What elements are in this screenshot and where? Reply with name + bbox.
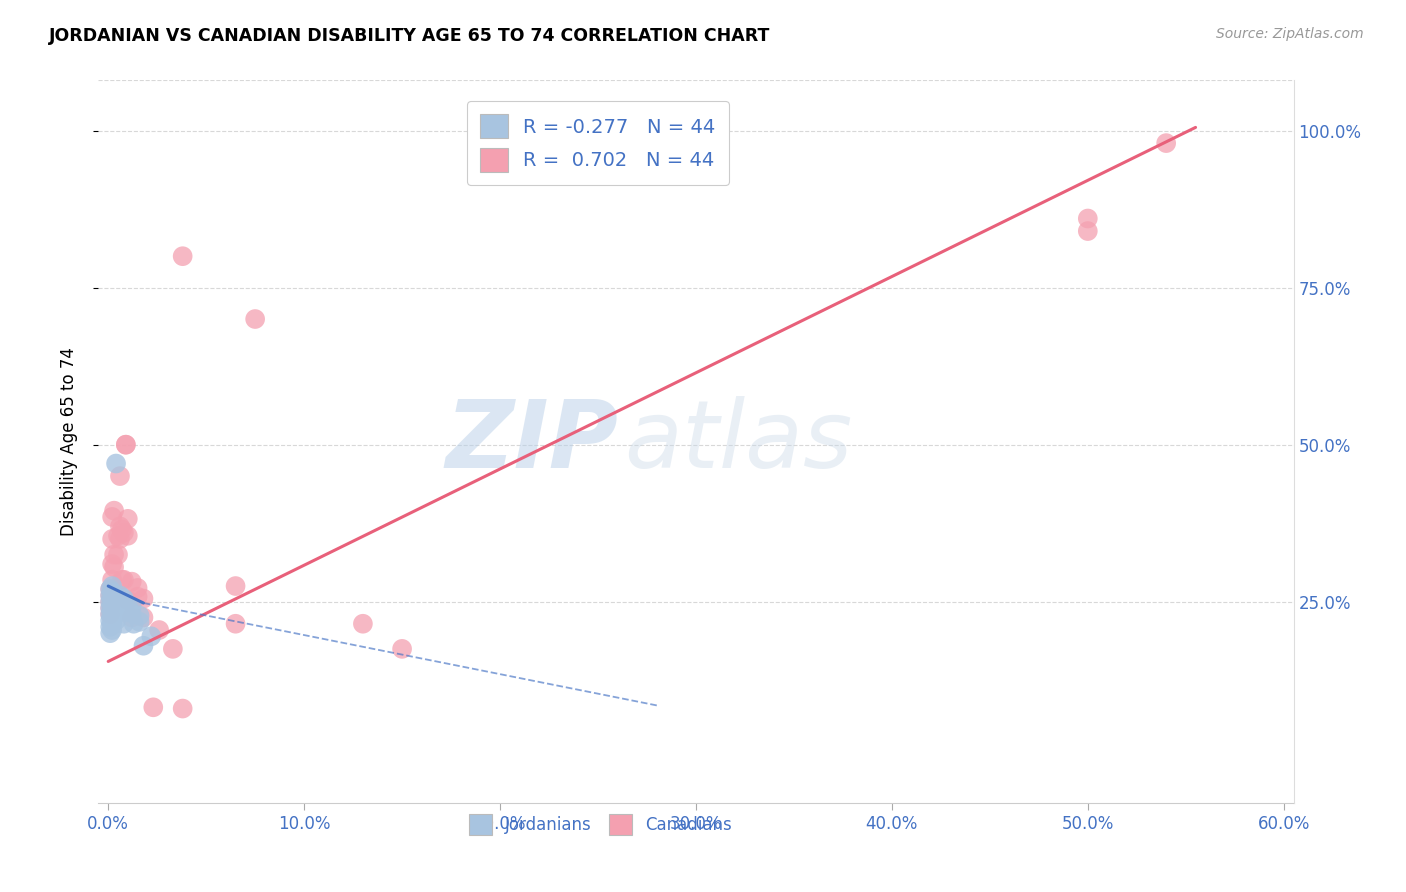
Point xyxy=(1154,136,1177,150)
Point xyxy=(98,601,121,615)
Point xyxy=(105,457,128,471)
Point xyxy=(108,596,131,610)
Point xyxy=(101,579,124,593)
Point xyxy=(243,312,266,326)
Point xyxy=(115,438,138,452)
Point xyxy=(103,548,125,562)
Point xyxy=(103,503,125,517)
Point xyxy=(115,438,138,452)
Point xyxy=(112,598,135,612)
Point xyxy=(108,589,131,603)
Point xyxy=(122,616,145,631)
Point xyxy=(103,589,125,603)
Text: JORDANIAN VS CANADIAN DISABILITY AGE 65 TO 74 CORRELATION CHART: JORDANIAN VS CANADIAN DISABILITY AGE 65 … xyxy=(49,27,770,45)
Point xyxy=(98,595,121,609)
Point xyxy=(111,573,134,587)
Point xyxy=(391,641,413,656)
Point xyxy=(103,560,125,574)
Point xyxy=(101,532,124,546)
Point xyxy=(101,585,124,599)
Point xyxy=(121,599,143,614)
Point xyxy=(121,610,143,624)
Point xyxy=(101,510,124,524)
Point xyxy=(117,512,139,526)
Point xyxy=(111,523,134,537)
Point xyxy=(98,607,121,622)
Point xyxy=(101,623,124,637)
Point xyxy=(98,582,121,597)
Point xyxy=(141,629,163,643)
Point xyxy=(108,469,131,483)
Text: ZIP: ZIP xyxy=(446,395,619,488)
Point xyxy=(98,589,121,603)
Point xyxy=(101,591,124,606)
Point xyxy=(101,610,124,624)
Point xyxy=(103,608,125,623)
Legend: Jordanians, Canadians: Jordanians, Canadians xyxy=(463,808,738,841)
Point xyxy=(127,590,149,604)
Point xyxy=(148,623,170,637)
Point xyxy=(107,589,129,603)
Point xyxy=(108,602,131,616)
Point xyxy=(112,525,135,540)
Point xyxy=(112,591,135,606)
Point xyxy=(121,606,143,620)
Point xyxy=(101,616,124,631)
Point xyxy=(1077,224,1099,238)
Point xyxy=(172,249,194,263)
Point xyxy=(107,599,129,614)
Point xyxy=(128,615,150,629)
Point xyxy=(105,591,128,606)
Point xyxy=(101,557,124,571)
Point xyxy=(98,626,121,640)
Point xyxy=(117,593,139,607)
Point xyxy=(132,591,155,606)
Point xyxy=(142,700,165,714)
Point xyxy=(98,614,121,628)
Point xyxy=(225,616,247,631)
Point xyxy=(107,593,129,607)
Point xyxy=(101,604,124,618)
Point xyxy=(105,614,128,628)
Point xyxy=(98,595,121,609)
Point xyxy=(127,581,149,595)
Point xyxy=(98,582,121,597)
Point xyxy=(105,604,128,618)
Point xyxy=(101,598,124,612)
Y-axis label: Disability Age 65 to 74: Disability Age 65 to 74 xyxy=(59,347,77,536)
Point xyxy=(225,579,247,593)
Point xyxy=(112,616,135,631)
Point xyxy=(162,641,184,656)
Point xyxy=(107,606,129,620)
Point xyxy=(121,574,143,589)
Point xyxy=(172,701,194,715)
Point xyxy=(132,639,155,653)
Point xyxy=(132,610,155,624)
Point xyxy=(117,605,139,619)
Point xyxy=(112,604,135,618)
Point xyxy=(128,608,150,623)
Point xyxy=(103,596,125,610)
Point xyxy=(101,573,124,587)
Point xyxy=(108,532,131,546)
Point xyxy=(117,599,139,613)
Point xyxy=(1077,211,1099,226)
Point xyxy=(105,598,128,612)
Text: Source: ZipAtlas.com: Source: ZipAtlas.com xyxy=(1216,27,1364,41)
Point xyxy=(108,519,131,533)
Point xyxy=(98,589,121,603)
Point xyxy=(352,616,374,631)
Point xyxy=(98,601,121,615)
Point xyxy=(107,548,129,562)
Point xyxy=(112,573,135,587)
Point xyxy=(98,620,121,634)
Text: atlas: atlas xyxy=(624,396,852,487)
Point xyxy=(117,529,139,543)
Point xyxy=(103,602,125,616)
Point xyxy=(107,529,129,543)
Point xyxy=(98,607,121,622)
